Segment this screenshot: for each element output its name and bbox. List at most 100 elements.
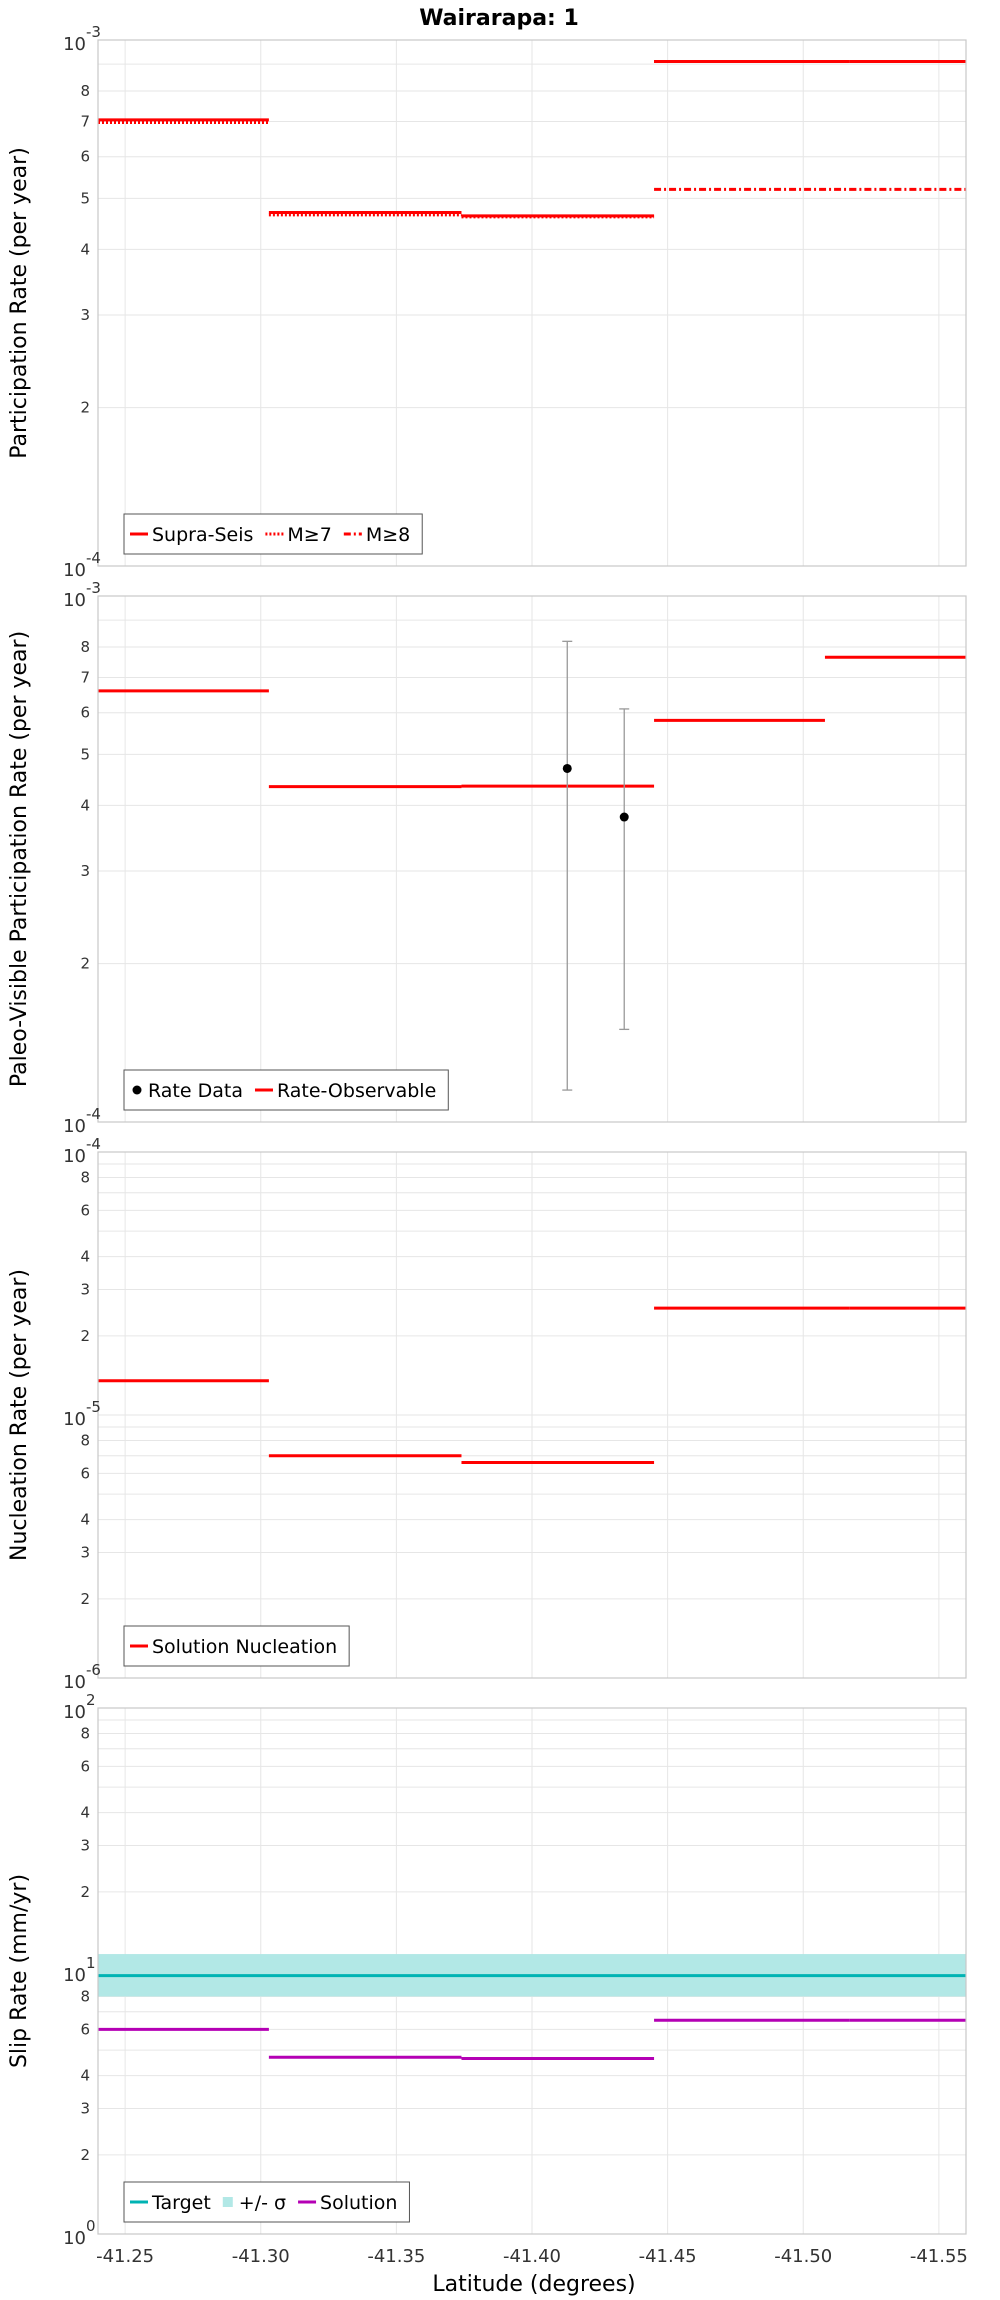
y-tick-label: 2	[80, 399, 90, 417]
y-tick-label: 3	[80, 1837, 90, 1855]
y-decade-exponent: 0	[86, 2217, 96, 2235]
legend-box	[123, 513, 423, 555]
y-tick-label: 8	[80, 1987, 90, 2005]
y-axis-label: Nucleation Rate (per year)	[7, 1269, 32, 1561]
rate-data-point	[562, 763, 572, 773]
legend-label: Rate Data	[148, 1080, 243, 1102]
x-tick-label: -41.45	[639, 2246, 697, 2267]
y-decade-exponent: -4	[86, 549, 101, 567]
legend-swatch	[222, 2197, 233, 2207]
x-axis-label: Latitude (degrees)	[432, 2272, 635, 2297]
y-decade-exponent: -5	[86, 1398, 101, 1416]
y-tick-label: 8	[80, 82, 90, 100]
series-solution	[98, 2018, 966, 2060]
x-tick-label: -41.30	[232, 2246, 290, 2267]
x-tick-label: -41.50	[774, 2246, 832, 2267]
y-decade-label: 10	[63, 2228, 86, 2249]
y-decade-exponent: -4	[86, 1105, 101, 1123]
legend-label: Solution	[320, 2192, 397, 2214]
y-tick-label: 6	[80, 1464, 90, 1482]
plot-frame	[97, 1151, 967, 1679]
y-decade-exponent: -3	[86, 23, 101, 41]
y-decade-exponent: -6	[86, 1661, 101, 1679]
x-tick-label: -41.35	[367, 2246, 425, 2267]
y-tick-label: 6	[80, 2020, 90, 2038]
y-decade-exponent: -3	[86, 579, 101, 597]
y-tick-label: 5	[80, 745, 90, 763]
y-tick-label: 2	[80, 2146, 90, 2164]
y-decade-label: 10	[63, 560, 86, 581]
y-tick-label: 6	[80, 148, 90, 166]
y-tick-label: 8	[80, 1431, 90, 1449]
y-tick-label: 4	[80, 240, 90, 258]
series-solution-nucleation	[98, 1306, 966, 1464]
y-axis-label: Participation Rate (per year)	[7, 147, 32, 459]
legend: Rate Data Rate-Observable	[123, 1069, 449, 1111]
y-tick-label: 4	[80, 1804, 90, 1822]
y-tick-label: 7	[80, 112, 90, 130]
series-rate-observable	[98, 655, 966, 789]
plot-frame	[97, 595, 967, 1123]
y-decade-label: 10	[63, 1702, 86, 1723]
y-tick-label: 8	[80, 1724, 90, 1742]
legend-label: Supra-Seis	[152, 524, 253, 546]
legend-label: Target	[151, 2192, 211, 2214]
y-decade-label: 10	[63, 1965, 86, 1986]
y-decade-exponent: -4	[86, 1135, 101, 1153]
legend-label: M≥8	[366, 524, 410, 546]
rate-data-point	[619, 812, 629, 822]
legend-box	[123, 2181, 410, 2223]
y-decade-label: 10	[63, 34, 86, 55]
y-tick-label: 3	[80, 1281, 90, 1299]
y-tick-label: 4	[80, 796, 90, 814]
chart-title: Wairarapa: 1	[419, 6, 579, 31]
y-decade-exponent: 2	[86, 1691, 96, 1709]
y-tick-label: 6	[80, 1757, 90, 1775]
y-tick-label: 2	[80, 1883, 90, 1901]
y-decade-label: 10	[63, 1672, 86, 1693]
legend: Solution Nucleation	[123, 1625, 350, 1667]
y-tick-label: 4	[80, 1511, 90, 1529]
legend: Target +/- σ Solution	[123, 2181, 410, 2223]
y-decade-exponent: 1	[86, 1954, 96, 1972]
series-m-7	[98, 60, 966, 219]
y-tick-label: 2	[80, 955, 90, 973]
y-tick-label: 2	[80, 1590, 90, 1608]
plot-frame	[97, 39, 967, 567]
y-axis-label: Slip Rate (mm/yr)	[7, 1874, 32, 2068]
legend-label: M≥7	[287, 524, 331, 546]
plot-frame	[97, 1707, 967, 2235]
x-tick-label: -41.25	[96, 2246, 154, 2267]
y-decade-label: 10	[63, 1409, 86, 1430]
y-tick-label: 5	[80, 189, 90, 207]
y-tick-label: 3	[80, 306, 90, 324]
y-tick-label: 2	[80, 1327, 90, 1345]
y-tick-label: 8	[80, 1168, 90, 1186]
x-tick-label: -41.55	[910, 2246, 968, 2267]
legend-box	[123, 1625, 350, 1667]
y-tick-label: 3	[80, 2100, 90, 2118]
y-tick-label: 7	[80, 668, 90, 686]
y-tick-label: 6	[80, 704, 90, 722]
y-tick-label: 3	[80, 1544, 90, 1562]
legend-label: Rate-Observable	[277, 1080, 436, 1102]
y-tick-label: 3	[80, 862, 90, 880]
y-tick-label: 6	[80, 1201, 90, 1219]
y-decade-label: 10	[63, 1146, 86, 1167]
legend-box	[123, 1069, 449, 1111]
legend: Supra-Seis M≥7 M≥8	[123, 513, 423, 555]
y-decade-label: 10	[63, 590, 86, 611]
x-tick-label: -41.40	[503, 2246, 561, 2267]
y-tick-label: 4	[80, 1248, 90, 1266]
y-tick-label: 4	[80, 2067, 90, 2085]
legend-label: Solution Nucleation	[152, 1636, 337, 1658]
y-axis-label: Paleo-Visible Participation Rate (per ye…	[7, 631, 32, 1087]
legend-marker	[132, 1085, 142, 1095]
y-decade-label: 10	[63, 1116, 86, 1137]
